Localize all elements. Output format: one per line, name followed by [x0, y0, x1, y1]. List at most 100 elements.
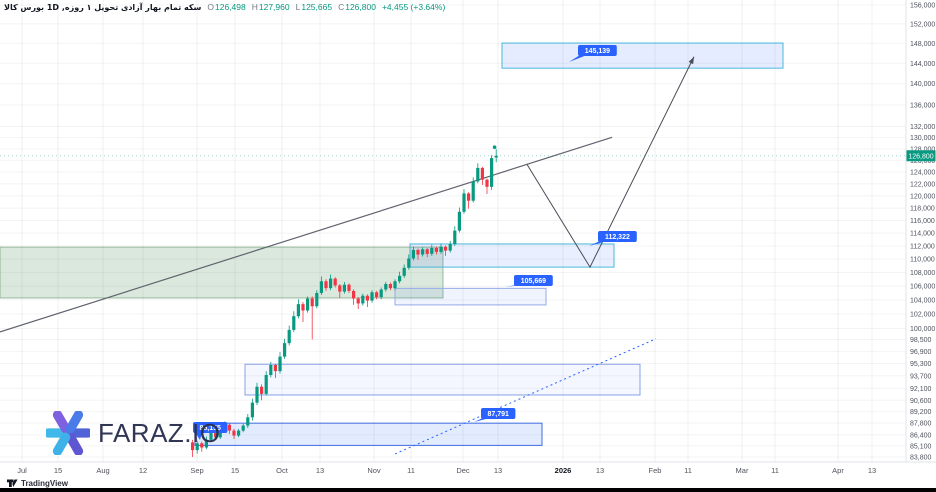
- candle-up: [476, 163, 480, 184]
- ohlc-close: C 126,800: [338, 1, 376, 13]
- candle-body: [264, 375, 268, 394]
- ascending-trendline-path: [0, 136, 613, 333]
- candle-body: [250, 402, 254, 418]
- candle-down: [416, 248, 420, 260]
- current-price-badge: 126,800: [906, 150, 936, 162]
- watermark-text: FARAZ.IO: [98, 417, 221, 448]
- price-level-label[interactable]: 86,155: [193, 422, 228, 440]
- candle-body: [342, 284, 346, 292]
- candle-body: [416, 249, 420, 255]
- close-value: 126,800: [345, 2, 376, 12]
- label-box: [514, 275, 553, 286]
- candlestick-series[interactable]: [191, 149, 498, 457]
- candle-body: [209, 433, 213, 440]
- time-tick-label: Nov: [367, 466, 381, 475]
- price-tick-label: 112,000: [910, 244, 935, 251]
- candle-body: [388, 284, 392, 289]
- ascending-trendline[interactable]: [0, 136, 613, 333]
- price-scale[interactable]: 156,000 152,000 148,000 144,000 140,000 136,0…: [910, 3, 935, 462]
- arrowhead-icon: [688, 56, 694, 65]
- price-tick-label: 86,400: [910, 432, 932, 439]
- price-tick-label: 102,000: [910, 312, 935, 319]
- price-level-label[interactable]: 87,791: [474, 408, 516, 422]
- candle-up: [342, 281, 346, 294]
- candle-up: [237, 428, 241, 438]
- price-scale-bg: [906, 0, 936, 492]
- zone-105669[interactable]: [394, 287, 547, 306]
- zone-92000[interactable]: [244, 363, 641, 396]
- candle-body: [329, 278, 333, 289]
- price-tick-label: 110,000: [910, 257, 935, 264]
- time-tick-label: 13: [596, 466, 604, 475]
- demand-zone-green[interactable]: [0, 246, 444, 299]
- time-tick-label: Dec: [456, 466, 470, 475]
- candle-down: [434, 246, 438, 255]
- price-level-label[interactable]: 112,322: [589, 231, 637, 246]
- candle-up: [246, 414, 250, 429]
- candle-body: [260, 386, 264, 394]
- candle-down: [388, 282, 392, 291]
- zone-112322[interactable]: [409, 243, 615, 268]
- candle-body: [195, 443, 199, 451]
- label-tail: [589, 241, 607, 246]
- time-tick-label: 11: [771, 466, 779, 475]
- time-tick-label: Sep: [190, 466, 203, 475]
- candle-down: [191, 439, 195, 457]
- candle-body: [476, 167, 480, 182]
- price-tick-label: 98,500: [910, 337, 932, 344]
- close-label: C: [338, 2, 345, 12]
- candle-body: [273, 364, 277, 372]
- faraz-asterisk-icon: [46, 411, 90, 455]
- candle-down: [200, 441, 204, 452]
- label-box: [578, 45, 617, 56]
- price-tick-label: 152,000: [910, 21, 935, 28]
- candle-body: [287, 329, 291, 344]
- candle-up: [370, 290, 374, 303]
- candle-body: [361, 295, 365, 304]
- price-level-label[interactable]: 105,669: [505, 275, 553, 287]
- price-tick-label: 116,000: [910, 218, 935, 225]
- time-tick-label: 13: [494, 466, 502, 475]
- candle-body: [301, 304, 305, 311]
- candle-up: [306, 296, 310, 313]
- price-tick-label: 85,100: [910, 443, 932, 450]
- candle-up: [241, 423, 245, 433]
- badge-text: 126,800: [908, 153, 933, 160]
- label-box: [598, 231, 637, 242]
- candle-body: [246, 417, 250, 426]
- symbol-title[interactable]: سکه تمام بهار آزادی تحویل ۱ روزه, 1D بور…: [4, 3, 202, 12]
- candle-up: [315, 290, 319, 309]
- candle-down: [480, 166, 484, 186]
- candle-body: [375, 292, 379, 298]
- faraz-watermark: FARAZ.IO: [46, 411, 220, 455]
- tradingview-attribution[interactable]: TradingView: [7, 478, 68, 489]
- candle-body: [425, 249, 429, 254]
- price-tick-label: 92,100: [910, 386, 932, 393]
- candle-down: [425, 247, 429, 258]
- candle-body: [214, 433, 218, 438]
- badge-box: [906, 150, 936, 162]
- bottom-border-bar: [0, 488, 936, 492]
- symbol-info-bar[interactable]: سکه تمام بهار آزادی تحویل ۱ روزه, 1D بور…: [4, 1, 445, 13]
- candle-down: [324, 279, 328, 291]
- candle-body: [191, 442, 195, 451]
- price-level-label[interactable]: 145,139: [569, 45, 617, 62]
- projection-zigzag[interactable]: [526, 56, 695, 269]
- candle-body: [269, 364, 273, 376]
- candle-up: [407, 254, 411, 270]
- candle-body: [315, 292, 319, 307]
- time-scale[interactable]: Jul 15 Aug 12 Sep 15 Oct 13 Nov 11 Dec 13 2026 13 Feb 1…: [17, 466, 876, 475]
- candle-up: [398, 271, 402, 284]
- price-tick-label: 130,000: [910, 135, 935, 142]
- label-box: [193, 422, 228, 433]
- candle-up: [462, 189, 466, 214]
- zone-145139[interactable]: [501, 42, 784, 69]
- zone-87791[interactable]: [194, 422, 543, 446]
- candle-up: [264, 371, 268, 396]
- candle-body: [480, 167, 484, 180]
- icon-arm-northeast: [65, 411, 84, 434]
- price-tick-label: 144,000: [910, 61, 935, 68]
- candle-body: [398, 275, 402, 282]
